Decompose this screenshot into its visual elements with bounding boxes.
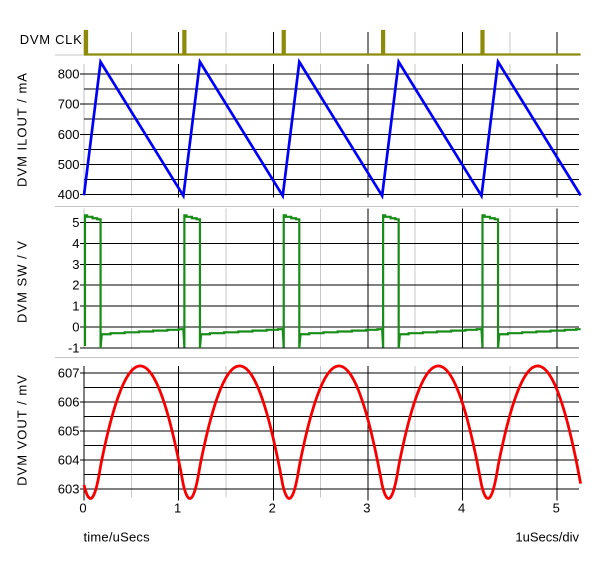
svg-text:400: 400 xyxy=(58,187,80,202)
svg-text:time/uSecs: time/uSecs xyxy=(84,530,151,545)
svg-text:607: 607 xyxy=(58,366,80,381)
svg-text:604: 604 xyxy=(58,453,80,468)
svg-text:1: 1 xyxy=(174,501,181,516)
svg-text:4: 4 xyxy=(458,501,465,516)
svg-text:606: 606 xyxy=(58,395,80,410)
svg-text:2: 2 xyxy=(269,501,276,516)
svg-text:0: 0 xyxy=(72,320,79,335)
svg-text:1: 1 xyxy=(72,299,79,314)
svg-text:3: 3 xyxy=(363,501,370,516)
svg-text:700: 700 xyxy=(58,97,80,112)
svg-text:DVM ILOUT / mA: DVM ILOUT / mA xyxy=(15,72,30,187)
svg-text:3: 3 xyxy=(72,257,79,272)
svg-text:5: 5 xyxy=(72,215,79,230)
svg-text:603: 603 xyxy=(58,482,80,497)
svg-text:4: 4 xyxy=(72,236,79,251)
svg-text:1uSecs/div: 1uSecs/div xyxy=(515,530,579,545)
svg-text:500: 500 xyxy=(58,157,80,172)
svg-text:DVM VOUT / mV: DVM VOUT / mV xyxy=(15,374,30,486)
svg-text:605: 605 xyxy=(58,424,80,439)
svg-text:5: 5 xyxy=(553,501,560,516)
svg-text:800: 800 xyxy=(58,66,80,81)
svg-text:0: 0 xyxy=(79,501,86,516)
svg-text:-1: -1 xyxy=(68,341,80,356)
svg-text:600: 600 xyxy=(58,127,80,142)
svg-text:2: 2 xyxy=(72,278,79,293)
svg-text:DVM SW / V: DVM SW / V xyxy=(15,240,30,323)
svg-text:DVM CLK: DVM CLK xyxy=(20,32,83,47)
